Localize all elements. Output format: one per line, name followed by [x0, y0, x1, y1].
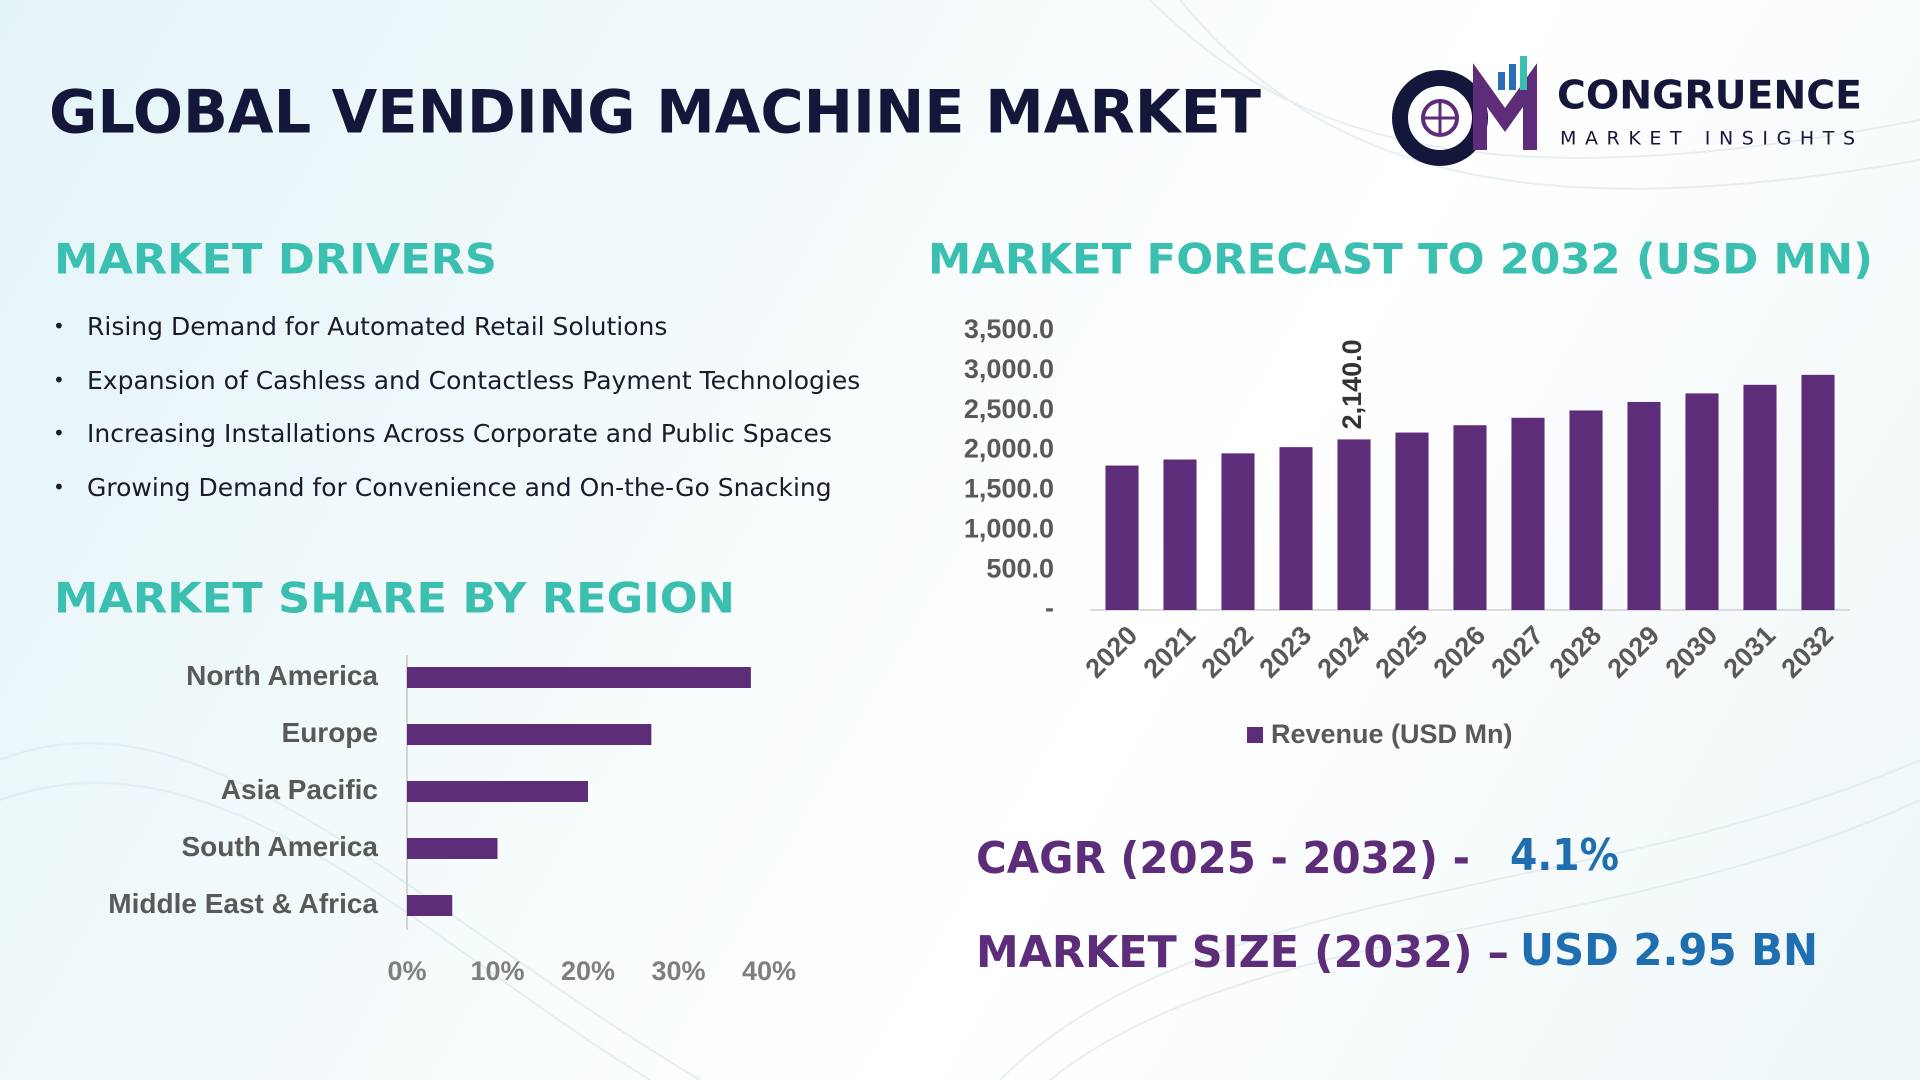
y-tick-label: 2,500.0 — [964, 394, 1054, 424]
driver-item: Expansion of Cashless and Contactless Pa… — [53, 354, 967, 408]
x-tick-label: 2021 — [1138, 620, 1202, 684]
y-tick-label: - — [1045, 593, 1054, 623]
bar — [1221, 453, 1255, 610]
chart-title: MARKET FORECAST TO 2032 (USD MN) — [928, 235, 1873, 284]
y-tick-label: South America — [181, 831, 378, 862]
bar — [1395, 432, 1429, 610]
y-tick-label: 3,000.0 — [964, 354, 1054, 384]
bar — [1627, 401, 1661, 610]
x-tick-label: 2025 — [1370, 620, 1434, 684]
legend-label: Revenue (USD Mn) — [1271, 719, 1513, 749]
driver-item: Increasing Installations Across Corporat… — [53, 407, 967, 461]
bar — [407, 724, 652, 745]
bar — [407, 895, 453, 916]
bar — [1511, 417, 1545, 610]
y-tick-label: Middle East & Africa — [108, 888, 378, 919]
x-tick-label: 2023 — [1254, 620, 1318, 684]
logo-name: CONGRUENCE — [1557, 74, 1862, 119]
cagr-value: 4.1% — [1510, 830, 1619, 881]
x-tick-label: 2020 — [1080, 620, 1144, 684]
y-tick-label: 3,500.0 — [964, 314, 1054, 344]
bar — [1279, 447, 1313, 610]
x-tick-label: 2028 — [1544, 620, 1608, 684]
bar — [1453, 425, 1487, 610]
legend-swatch — [1247, 727, 1263, 743]
bar — [1743, 384, 1777, 610]
x-tick-label: 0% — [387, 956, 426, 986]
data-label: 2,140.0 — [1337, 339, 1367, 429]
logo-tagline: MARKET INSIGHTS — [1560, 128, 1862, 150]
y-tick-label: 1,500.0 — [964, 474, 1054, 504]
x-tick-label: 30% — [651, 956, 705, 986]
size-label: MARKET SIZE (2032) – — [976, 927, 1509, 978]
x-tick-label: 2032 — [1776, 620, 1840, 684]
bar — [1337, 439, 1371, 610]
x-tick-label: 2026 — [1428, 620, 1492, 684]
bar — [407, 667, 751, 688]
y-tick-label: Asia Pacific — [221, 774, 378, 805]
x-tick-label: 40% — [742, 956, 796, 986]
bar — [1105, 465, 1139, 610]
cagr-label: CAGR (2025 - 2032) - — [976, 833, 1470, 884]
page-title: GLOBAL VENDING MACHINE MARKET — [49, 78, 1261, 148]
x-tick-label: 2027 — [1486, 620, 1550, 684]
x-tick-label: 2030 — [1660, 620, 1724, 684]
x-tick-label: 10% — [470, 956, 524, 986]
chart-title: MARKET SHARE BY REGION — [54, 574, 735, 623]
driver-list: Rising Demand for Automated Retail Solut… — [50, 300, 967, 514]
size-value: USD 2.95 BN — [1520, 925, 1818, 976]
y-tick-label: 1,000.0 — [964, 513, 1054, 543]
x-tick-label: 2029 — [1602, 620, 1666, 684]
logo: CONGRUENCE MARKET INSIGHTS — [1392, 56, 1862, 166]
section-title: MARKET DRIVERS — [54, 235, 497, 284]
x-tick-label: 2031 — [1718, 620, 1782, 684]
bar — [1685, 393, 1719, 610]
x-tick-label: 20% — [561, 956, 615, 986]
driver-item: Growing Demand for Convenience and On-th… — [53, 461, 967, 515]
y-tick-label: North America — [186, 660, 378, 691]
bar — [1569, 410, 1603, 610]
y-tick-label: 500.0 — [986, 553, 1054, 583]
bar — [1801, 374, 1835, 610]
driver-item: Rising Demand for Automated Retail Solut… — [53, 300, 967, 354]
y-tick-label: 2,000.0 — [964, 434, 1054, 464]
bar — [407, 838, 498, 859]
x-tick-label: 2022 — [1196, 620, 1260, 684]
bar — [407, 781, 588, 802]
x-tick-label: 2024 — [1312, 620, 1376, 684]
bar — [1163, 459, 1197, 610]
y-tick-label: Europe — [282, 717, 378, 748]
